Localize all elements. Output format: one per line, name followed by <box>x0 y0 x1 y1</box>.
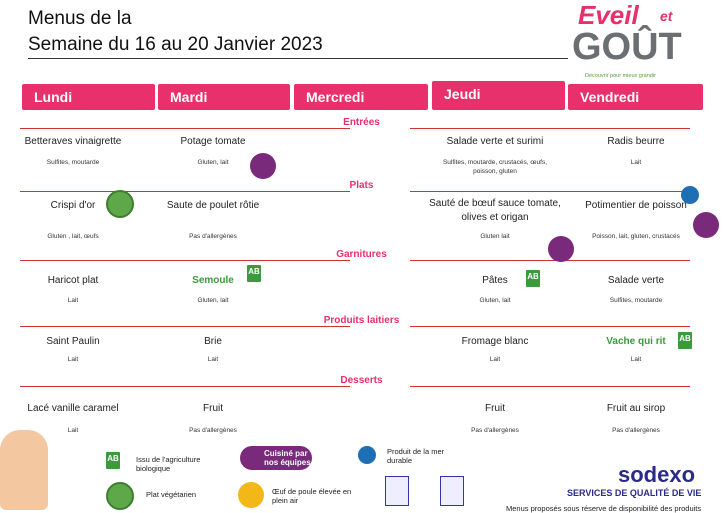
dish-name: Saute de poulet rôtie <box>166 200 260 211</box>
day-header: Mercredi <box>294 84 428 110</box>
logo-tagline: Découvrir pour mieux grandir <box>585 73 656 79</box>
legend-egg-icon <box>238 482 264 508</box>
allergens: Pas d'allergènes <box>189 233 237 240</box>
section-rule <box>410 128 690 129</box>
dish-name: Radis beurre <box>607 136 665 147</box>
section-rule <box>20 128 290 129</box>
section-rule <box>290 260 350 261</box>
dish-name: Salade verte et surimi <box>446 136 544 147</box>
label-icon <box>440 476 464 506</box>
dish-name: Sauté de bœuf sauce tomate, olives et or… <box>429 198 561 223</box>
legend-veg-icon <box>106 482 134 510</box>
dish-name: Fruit <box>485 403 505 414</box>
cuisine-icon <box>250 153 276 179</box>
allergens: Sulfites, moutarde, crustacés, œufs, poi… <box>442 159 548 175</box>
logo-eveil: Eveil <box>578 0 639 30</box>
legend-veg: Plat végétarien <box>146 490 197 499</box>
sodexo-logo: sodexo <box>618 462 696 487</box>
section-rule <box>410 386 690 387</box>
section-rule <box>410 191 690 192</box>
cuisine-icon <box>548 236 574 262</box>
dish-name: Saint Paulin <box>46 336 100 347</box>
section-rule <box>290 128 350 129</box>
section-rule <box>410 260 690 261</box>
section-rule <box>290 191 350 192</box>
day-header: Mardi <box>158 84 290 110</box>
allergens: Lait <box>630 159 642 166</box>
label-icon <box>385 476 409 506</box>
allergens: Pas d'allergènes <box>189 427 237 434</box>
dish-name: Fruit au sirop <box>606 403 666 414</box>
allergens: Lait <box>67 356 79 363</box>
allergens: Gluten, lait <box>197 159 229 166</box>
title-line-2: Semaine du 16 au 20 Janvier 2023 <box>28 34 323 55</box>
allergens: Lait <box>207 356 219 363</box>
sodexo-tagline: SERVICES DE QUALITÉ DE VIE <box>567 488 702 498</box>
legend-sea-icon <box>358 446 376 464</box>
allergens: Sulfites, moutarde <box>46 159 100 166</box>
dish-name: Lacé vanille caramel <box>27 403 119 414</box>
allergens: Gluten lait <box>480 233 510 240</box>
title-line-1: Menus de la <box>28 8 132 29</box>
section-rule <box>20 260 290 261</box>
section-title: Entrées <box>343 117 380 128</box>
day-header: Jeudi <box>432 81 565 110</box>
legend-egg: Œuf de poule élevée en plein air <box>272 487 352 505</box>
day-header: Vendredi <box>568 84 703 110</box>
dish-name: Pâtes <box>482 275 508 286</box>
allergens: Poisson, lait, gluten, crustacés <box>592 233 680 240</box>
dish-name: Brie <box>204 336 222 347</box>
allergens: Lait <box>630 356 642 363</box>
bio-icon: AB <box>526 270 540 287</box>
section-title: Plats <box>349 180 374 191</box>
section-title: Produits laitiers <box>323 315 400 326</box>
bio-icon: AB <box>247 265 261 282</box>
title-rule <box>28 58 568 59</box>
section-rule <box>410 326 690 327</box>
dish-name: Salade verte <box>607 275 665 286</box>
allergens: Pas d'allergènes <box>612 427 660 434</box>
allergens: Pas d'allergènes <box>471 427 519 434</box>
vegetarian-icon <box>106 190 134 218</box>
legend-bio: Issu de l'agriculture biologique <box>136 455 201 473</box>
dish-name: Crispi d'or <box>50 200 96 211</box>
dish-name: Semoule <box>192 275 234 286</box>
legend-bio-icon: AB <box>106 452 120 469</box>
bio-icon: AB <box>678 332 692 349</box>
section-rule <box>20 191 290 192</box>
logo-gout: GOÛT <box>572 26 682 68</box>
section-title: Garnitures <box>336 249 387 260</box>
dish-name: Potage tomate <box>180 136 246 147</box>
allergens: Lait <box>67 297 79 304</box>
allergens: Gluten, lait <box>479 297 511 304</box>
dish-name: Vache qui rit <box>606 336 666 347</box>
footer-note: Menus proposés sous réserve de disponibi… <box>506 504 702 513</box>
logo-et: et <box>660 8 673 24</box>
dish-name: Betteraves vinaigrette <box>24 136 122 147</box>
legend-sea: Produit de la mer durable <box>387 447 445 465</box>
dish-name: Fruit <box>203 403 223 414</box>
section-rule <box>290 386 350 387</box>
allergens: Gluten , lait, œufs <box>47 233 99 240</box>
allergens: Lait <box>67 427 79 434</box>
dish-name: Fromage blanc <box>461 336 529 347</box>
day-header: Lundi <box>22 84 155 110</box>
dish-name: Potimentier de poisson <box>585 200 687 211</box>
sea-icon <box>681 186 699 204</box>
section-rule <box>20 326 290 327</box>
allergens: Sulfites, moutarde <box>609 297 663 304</box>
section-title: Desserts <box>340 375 383 386</box>
cuisine-icon <box>693 212 719 238</box>
legend-cuisine: Cuisiné par nos équipes <box>240 446 312 470</box>
section-rule <box>20 386 290 387</box>
section-rule <box>290 326 350 327</box>
allergens: Lait <box>489 356 501 363</box>
dish-name: Haricot plat <box>47 275 99 286</box>
mascot <box>0 430 48 510</box>
allergens: Gluten, lait <box>197 297 229 304</box>
